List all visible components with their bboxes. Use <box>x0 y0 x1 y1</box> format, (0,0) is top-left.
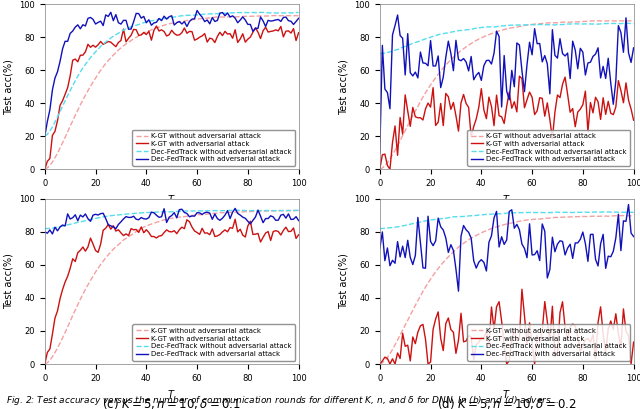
Legend: K-GT without adversarial attack, K-GT with adversarial attack, Dec-FedTrack with: K-GT without adversarial attack, K-GT wi… <box>132 130 295 166</box>
Y-axis label: Test acc(%): Test acc(%) <box>339 254 349 309</box>
Title: (c) $K = 5, n = 10, \delta = 0.1$: (c) $K = 5, n = 10, \delta = 0.1$ <box>102 396 241 409</box>
Legend: K-GT without adversarial attack, K-GT with adversarial attack, Dec-FedTrack with: K-GT without adversarial attack, K-GT wi… <box>467 130 630 166</box>
Y-axis label: Test acc(%): Test acc(%) <box>4 59 14 115</box>
X-axis label: $T$: $T$ <box>168 193 176 205</box>
Title: (a) $K = 10, n = 5, \delta = 0.1$: (a) $K = 10, n = 5, \delta = 0.1$ <box>102 201 241 216</box>
Title: (b) $K = 10, n = 5, \delta = 0.2$: (b) $K = 10, n = 5, \delta = 0.2$ <box>437 201 577 216</box>
Y-axis label: Test acc(%): Test acc(%) <box>4 254 14 309</box>
Legend: K-GT without adversarial attack, K-GT with adversarial attack, Dec-FedTrack with: K-GT without adversarial attack, K-GT wi… <box>132 324 295 361</box>
Text: Fig. 2: Test accuracy versus the number of communication rounds for different $K: Fig. 2: Test accuracy versus the number … <box>6 394 560 407</box>
Title: (d) $K = 5, n = 10, \delta = 0.2$: (d) $K = 5, n = 10, \delta = 0.2$ <box>437 396 577 409</box>
Legend: K-GT without adversarial attack, K-GT with adversarial attack, Dec-FedTrack with: K-GT without adversarial attack, K-GT wi… <box>467 324 630 361</box>
X-axis label: $T$: $T$ <box>168 388 176 400</box>
Y-axis label: Test acc(%): Test acc(%) <box>339 59 349 115</box>
X-axis label: $T$: $T$ <box>502 388 511 400</box>
X-axis label: $T$: $T$ <box>502 193 511 205</box>
